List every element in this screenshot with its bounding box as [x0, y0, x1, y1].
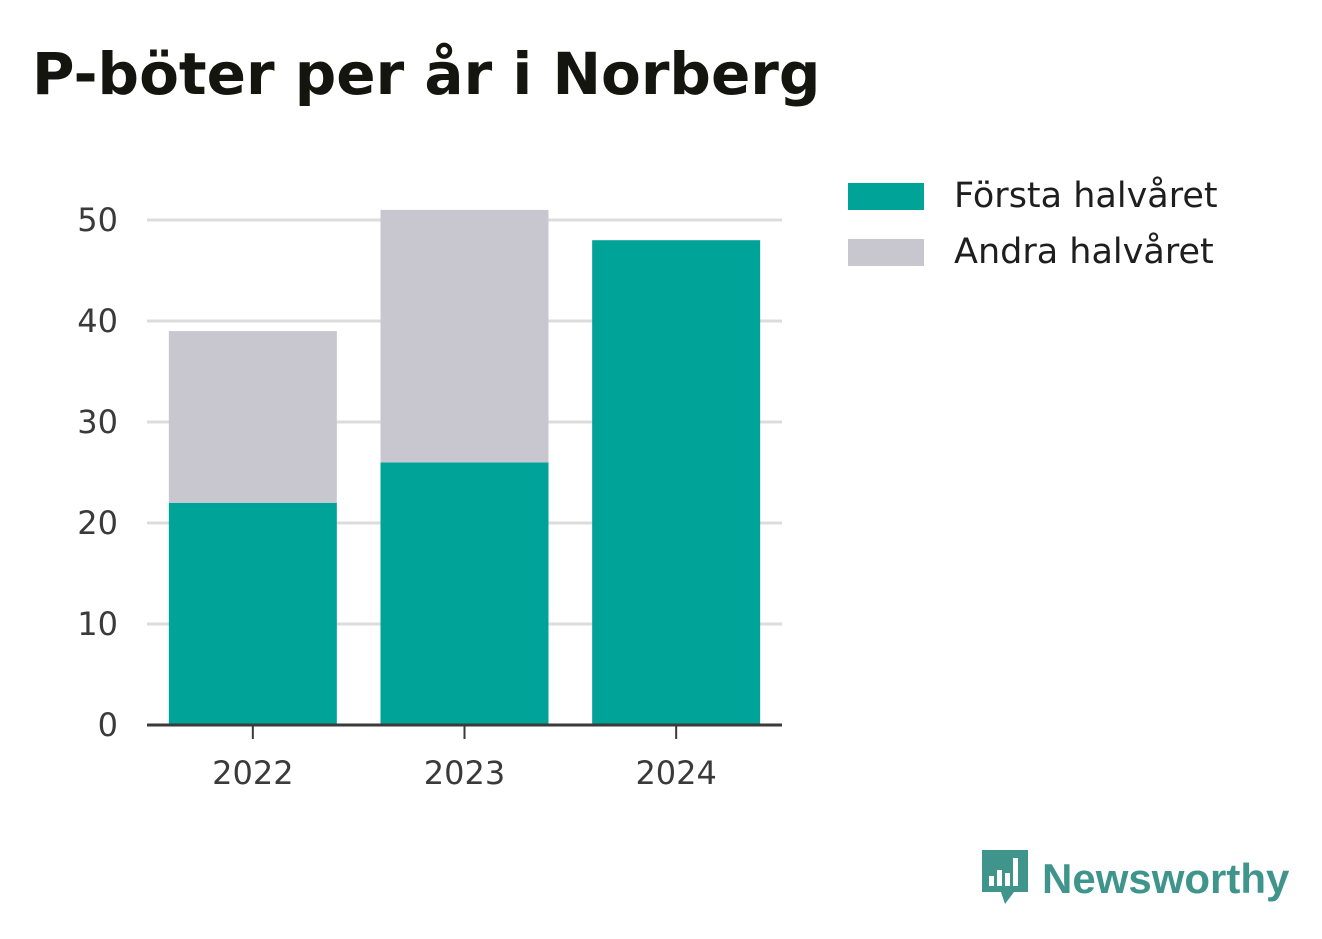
legend: Första halvåret Andra halvåret — [848, 168, 1218, 280]
bar-2022-second-half — [168, 331, 337, 503]
x-tick-label-2024: 2024 — [635, 754, 716, 792]
x-tick-label-2022: 2022 — [212, 754, 293, 792]
axes: 0 10 20 30 40 50 2022 2023 2024 — [77, 201, 782, 792]
legend-item-first-half: Första halvåret — [848, 168, 1218, 224]
legend-item-second-half: Andra halvåret — [848, 224, 1218, 280]
x-tick-label-2023: 2023 — [424, 754, 505, 792]
y-tick-label-20: 20 — [77, 504, 118, 542]
bar-2023-second-half — [380, 209, 549, 463]
newsworthy-brand[interactable]: Newsworthy — [980, 846, 1289, 912]
y-tick-label-10: 10 — [77, 605, 118, 643]
y-tick-label-40: 40 — [77, 302, 118, 340]
legend-label-first-half: Första halvåret — [954, 176, 1218, 216]
chart-title: P-böter per år i Norberg — [32, 40, 821, 108]
legend-swatch-first-half — [848, 182, 924, 210]
newsworthy-logo-icon — [980, 846, 1030, 912]
bars — [168, 209, 761, 725]
y-tick-label-30: 30 — [77, 403, 118, 441]
newsworthy-wordmark: Newsworthy — [1042, 855, 1290, 902]
legend-label-second-half: Andra halvåret — [954, 232, 1214, 272]
bar-2023-first-half — [380, 462, 549, 725]
bar-2022-first-half — [168, 502, 337, 725]
bar-2024-first-half — [592, 240, 761, 725]
legend-swatch-second-half — [848, 238, 924, 266]
y-tick-label-50: 50 — [77, 201, 118, 239]
y-tick-label-0: 0 — [98, 706, 118, 744]
